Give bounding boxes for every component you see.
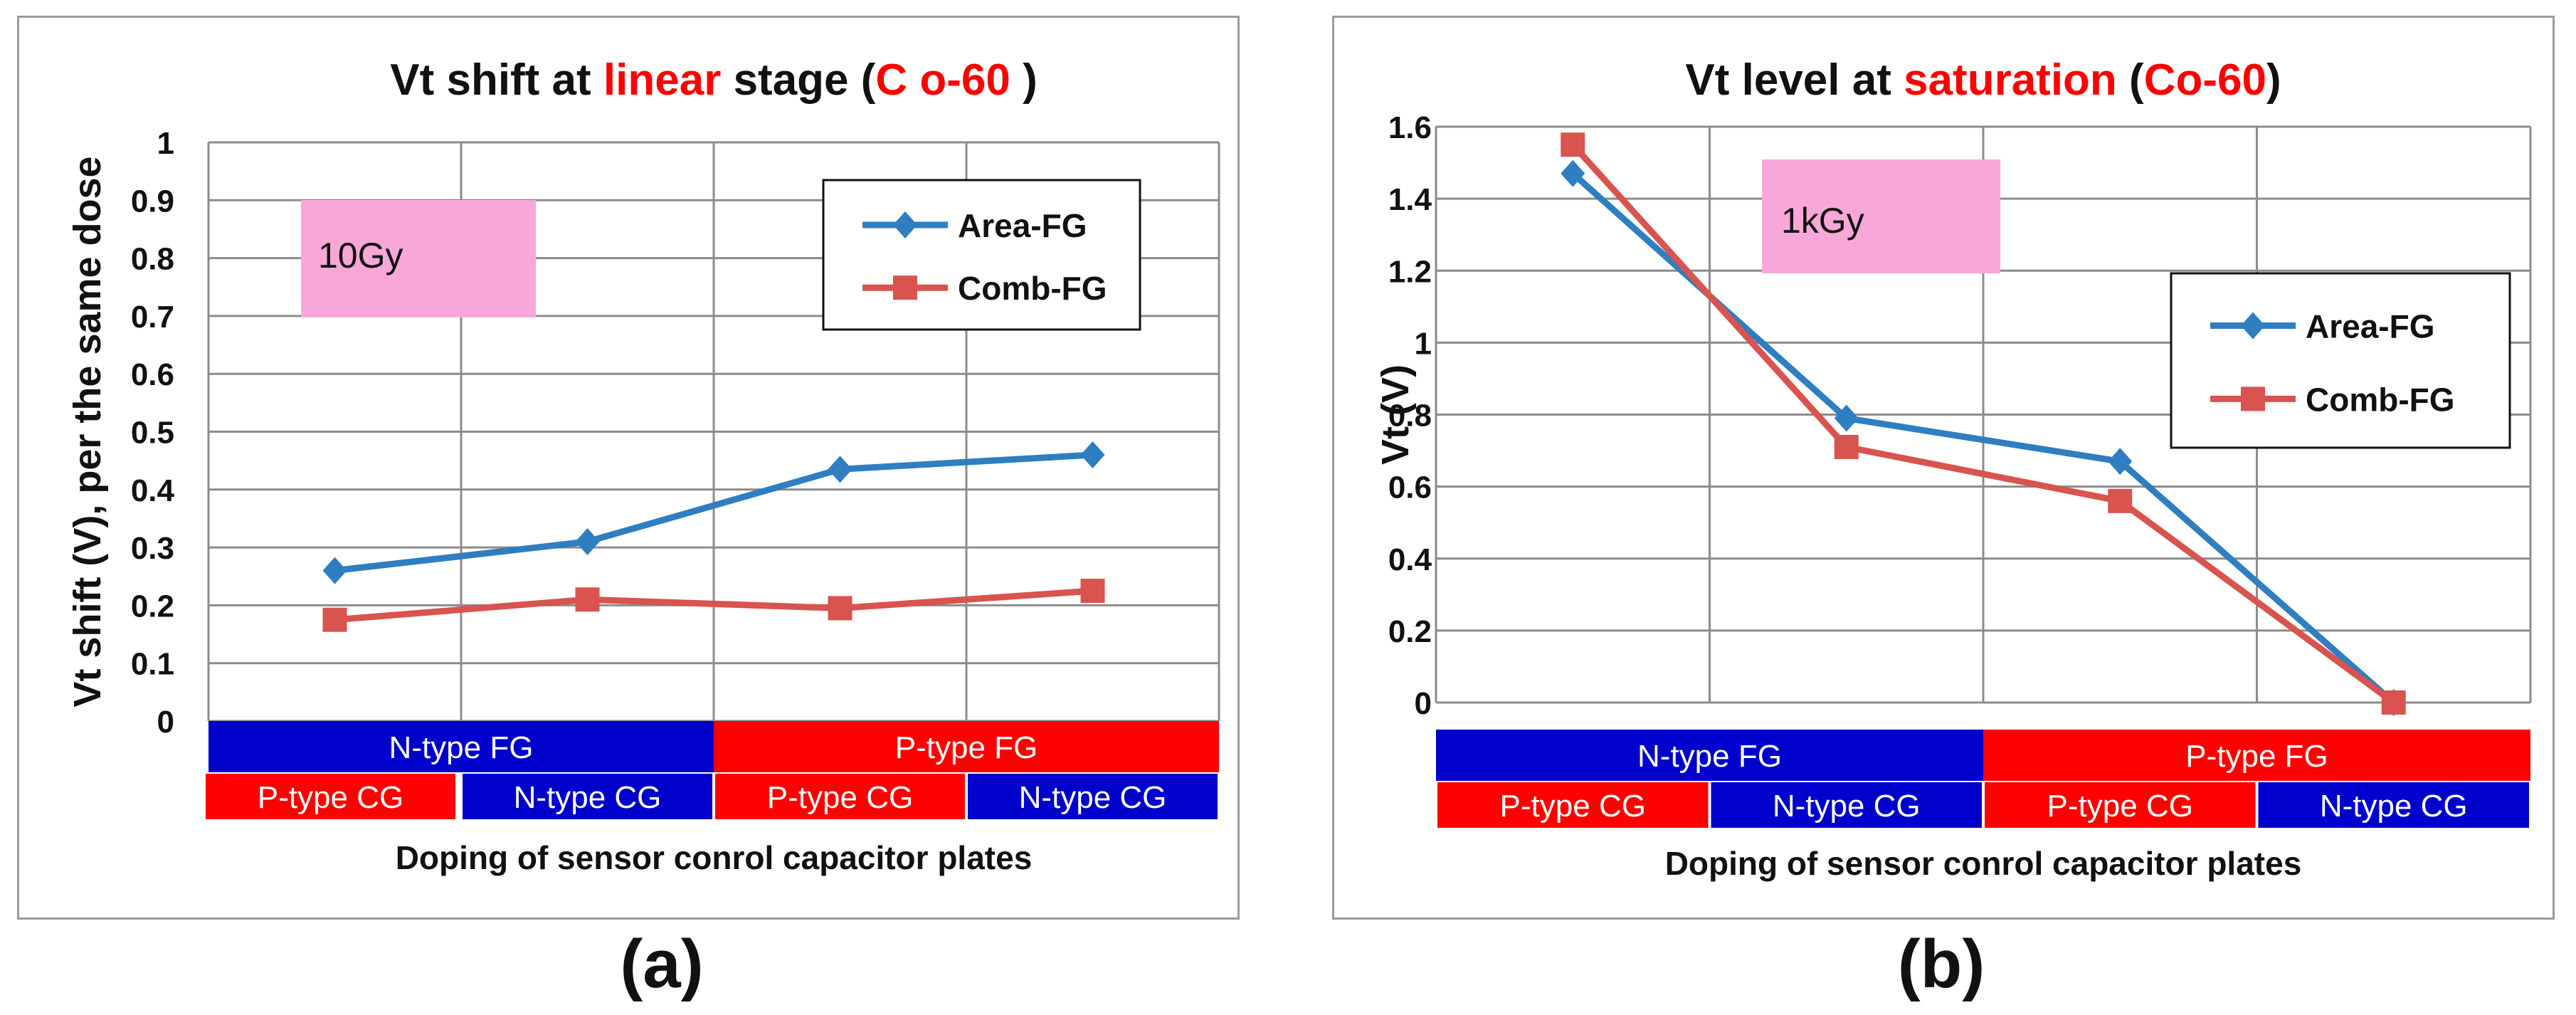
chart-b-cg-band xyxy=(1711,782,1982,828)
chart-a-legend-marker-diamond-icon xyxy=(893,211,917,238)
chart-a-ytick-label: 0.4 xyxy=(131,473,175,508)
chart-a-fg-label: N-type FG xyxy=(389,730,534,765)
chart-b-legend-label: Comb-FG xyxy=(2306,381,2455,418)
chart-a-title-part: linear xyxy=(603,56,721,105)
chart-b-title-part: ( xyxy=(2117,56,2144,105)
chart-a-ytick-label: 0.5 xyxy=(131,416,174,451)
chart-b-title-part: Vt level at xyxy=(1685,56,1904,105)
chart-panel-a: Vt shift at linear stage (C o-60 ) 0 0.1 0.… xyxy=(17,16,1240,920)
chart-b-legend xyxy=(2170,272,2511,449)
chart-a-legend xyxy=(822,179,1141,331)
chart-b-title-part: Co-60 xyxy=(2144,56,2266,105)
chart-b-ylabel: Vt (V) xyxy=(1374,364,1417,465)
chart-a-point-comb-fg xyxy=(322,607,347,632)
chart-b-title-part: saturation xyxy=(1904,56,2117,105)
chart-b-dose-label: 1kGy xyxy=(1781,201,1864,241)
chart-b-legend-marker-square-icon xyxy=(2241,386,2265,411)
chart-b-ytick-label: 0.8 xyxy=(1388,399,1432,433)
chart-a-fg-label: P-type FG xyxy=(895,730,1038,765)
chart-a-ytick-label: 0.1 xyxy=(131,647,174,682)
chart-a-cg-band xyxy=(968,774,1218,819)
chart-a-title-part: C o-60 xyxy=(875,56,1010,105)
chart-b-xlabel: Doping of sensor conrol capacitor plates xyxy=(1665,845,2302,882)
chart-a-cg-band xyxy=(715,774,965,819)
chart-a-fg-band xyxy=(714,721,1219,772)
chart-a-ytick-label: 0.9 xyxy=(131,184,174,219)
chart-b-dose-box xyxy=(1762,159,2000,273)
chart-b-ytick-label: 1.6 xyxy=(1388,110,1432,145)
chart-a-dose-box xyxy=(301,200,536,317)
chart-a-point-comb-fg xyxy=(828,596,852,621)
chart-b-cg-band xyxy=(2258,782,2529,828)
chart-a-legend-label: Area-FG xyxy=(958,207,1087,244)
chart-b-cg-band xyxy=(1437,782,1709,828)
chart-b-point-comb-fg xyxy=(1834,435,1859,460)
chart-a-series-line-area-fg xyxy=(334,451,1093,574)
chart-a-series-line-comb-fg xyxy=(334,587,1093,624)
chart-a-point-area-fg xyxy=(1080,441,1105,469)
chart-a-point-area-fg xyxy=(575,527,600,555)
chart-a-cg-band xyxy=(206,774,455,819)
chart-b-cg-label: N-type CG xyxy=(1773,789,1921,824)
chart-a-svg: Vt shift at linear stage (C o-60 ) 0 0.1 0.… xyxy=(66,56,1220,876)
chart-b-fg-band xyxy=(1436,730,1983,781)
chart-a-cg-label: N-type CG xyxy=(1019,780,1167,815)
chart-b-point-comb-fg xyxy=(2108,488,2133,513)
chart-b-ytick-label: 1.2 xyxy=(1388,254,1432,289)
caption-b: (b) xyxy=(1897,926,1985,1002)
chart-a-legend-label: Comb-FG xyxy=(958,270,1107,307)
caption-a: (a) xyxy=(620,926,704,1002)
chart-a-cg-label: N-type CG xyxy=(514,780,662,815)
chart-a-fg-band xyxy=(208,721,714,772)
chart-b-point-area-fg xyxy=(2108,448,2133,475)
chart-b-title: Vt level at saturation (Co-60) xyxy=(1685,56,2281,105)
chart-a-ytick-label: 0.3 xyxy=(131,531,174,566)
chart-b-ytick-label: 0.6 xyxy=(1388,470,1432,505)
chart-b-point-comb-fg xyxy=(1561,132,1585,157)
chart-b-fg-band xyxy=(1983,730,2530,781)
chart-a-cg-label: P-type CG xyxy=(767,780,913,815)
chart-b-cg-band xyxy=(1985,782,2256,828)
chart-b-ytick-label: 0 xyxy=(1415,686,1432,721)
chart-a-legend-marker-square-icon xyxy=(893,275,917,300)
chart-a-dose-label: 10Gy xyxy=(318,236,403,275)
chart-b-cg-label: P-type CG xyxy=(2047,789,2193,824)
chart-a-ytick-label: 0.8 xyxy=(131,242,174,277)
chart-a-cg-band xyxy=(463,774,712,819)
chart-b-point-comb-fg xyxy=(2381,690,2406,715)
chart-b-legend-marker-diamond-icon xyxy=(2241,312,2265,340)
chart-b-ytick-label: 0.4 xyxy=(1388,542,1432,577)
chart-b-point-area-fg xyxy=(1834,404,1859,432)
chart-panel-b: Vt level at saturation (Co-60) 0 0.2 0.4 0.6… xyxy=(1332,16,2555,920)
chart-a-point-comb-fg xyxy=(575,587,600,612)
chart-b-point-area-fg xyxy=(1561,159,1585,187)
chart-a-point-area-fg xyxy=(322,557,347,584)
chart-a-title: Vt shift at linear stage (C o-60 ) xyxy=(390,56,1038,105)
chart-b-fg-label: N-type FG xyxy=(1637,739,1782,774)
chart-a-point-comb-fg xyxy=(1080,579,1105,604)
chart-b-ytick-label: 1.4 xyxy=(1388,182,1432,217)
chart-a-ytick-label: 0.7 xyxy=(131,300,174,335)
chart-a-point-area-fg xyxy=(828,456,852,483)
chart-b-cg-label: N-type CG xyxy=(2320,789,2468,824)
chart-b-fg-label: P-type FG xyxy=(2185,739,2328,774)
chart-a-ytick-label: 0.6 xyxy=(131,357,174,392)
chart-b-ytick-label: 0.2 xyxy=(1388,614,1432,649)
chart-a-ytick-label: 0.2 xyxy=(131,589,174,624)
chart-a-ytick-label: 1 xyxy=(157,126,174,161)
chart-b-svg: Vt level at saturation (Co-60) 0 0.2 0.4 0.6… xyxy=(1374,56,2532,882)
chart-a-ytick-label: 0 xyxy=(157,705,174,740)
chart-b-series-line-comb-fg xyxy=(1570,142,2396,705)
chart-b-title-part: ) xyxy=(2266,56,2281,105)
chart-a-cg-label: P-type CG xyxy=(258,780,403,815)
chart-a-ylabel: Vt shift (V), per the same dose xyxy=(66,156,109,707)
chart-b-cg-label: P-type CG xyxy=(1500,789,1646,824)
chart-a-xlabel: Doping of sensor conrol capacitor plates xyxy=(396,839,1033,876)
chart-a-title-part: stage ( xyxy=(721,56,875,105)
chart-a-title-part: ) xyxy=(1010,56,1038,105)
chart-b-ytick-label: 1 xyxy=(1415,326,1432,361)
chart-b-legend-label: Area-FG xyxy=(2306,308,2434,345)
chart-a-title-part: Vt shift at xyxy=(390,56,603,105)
